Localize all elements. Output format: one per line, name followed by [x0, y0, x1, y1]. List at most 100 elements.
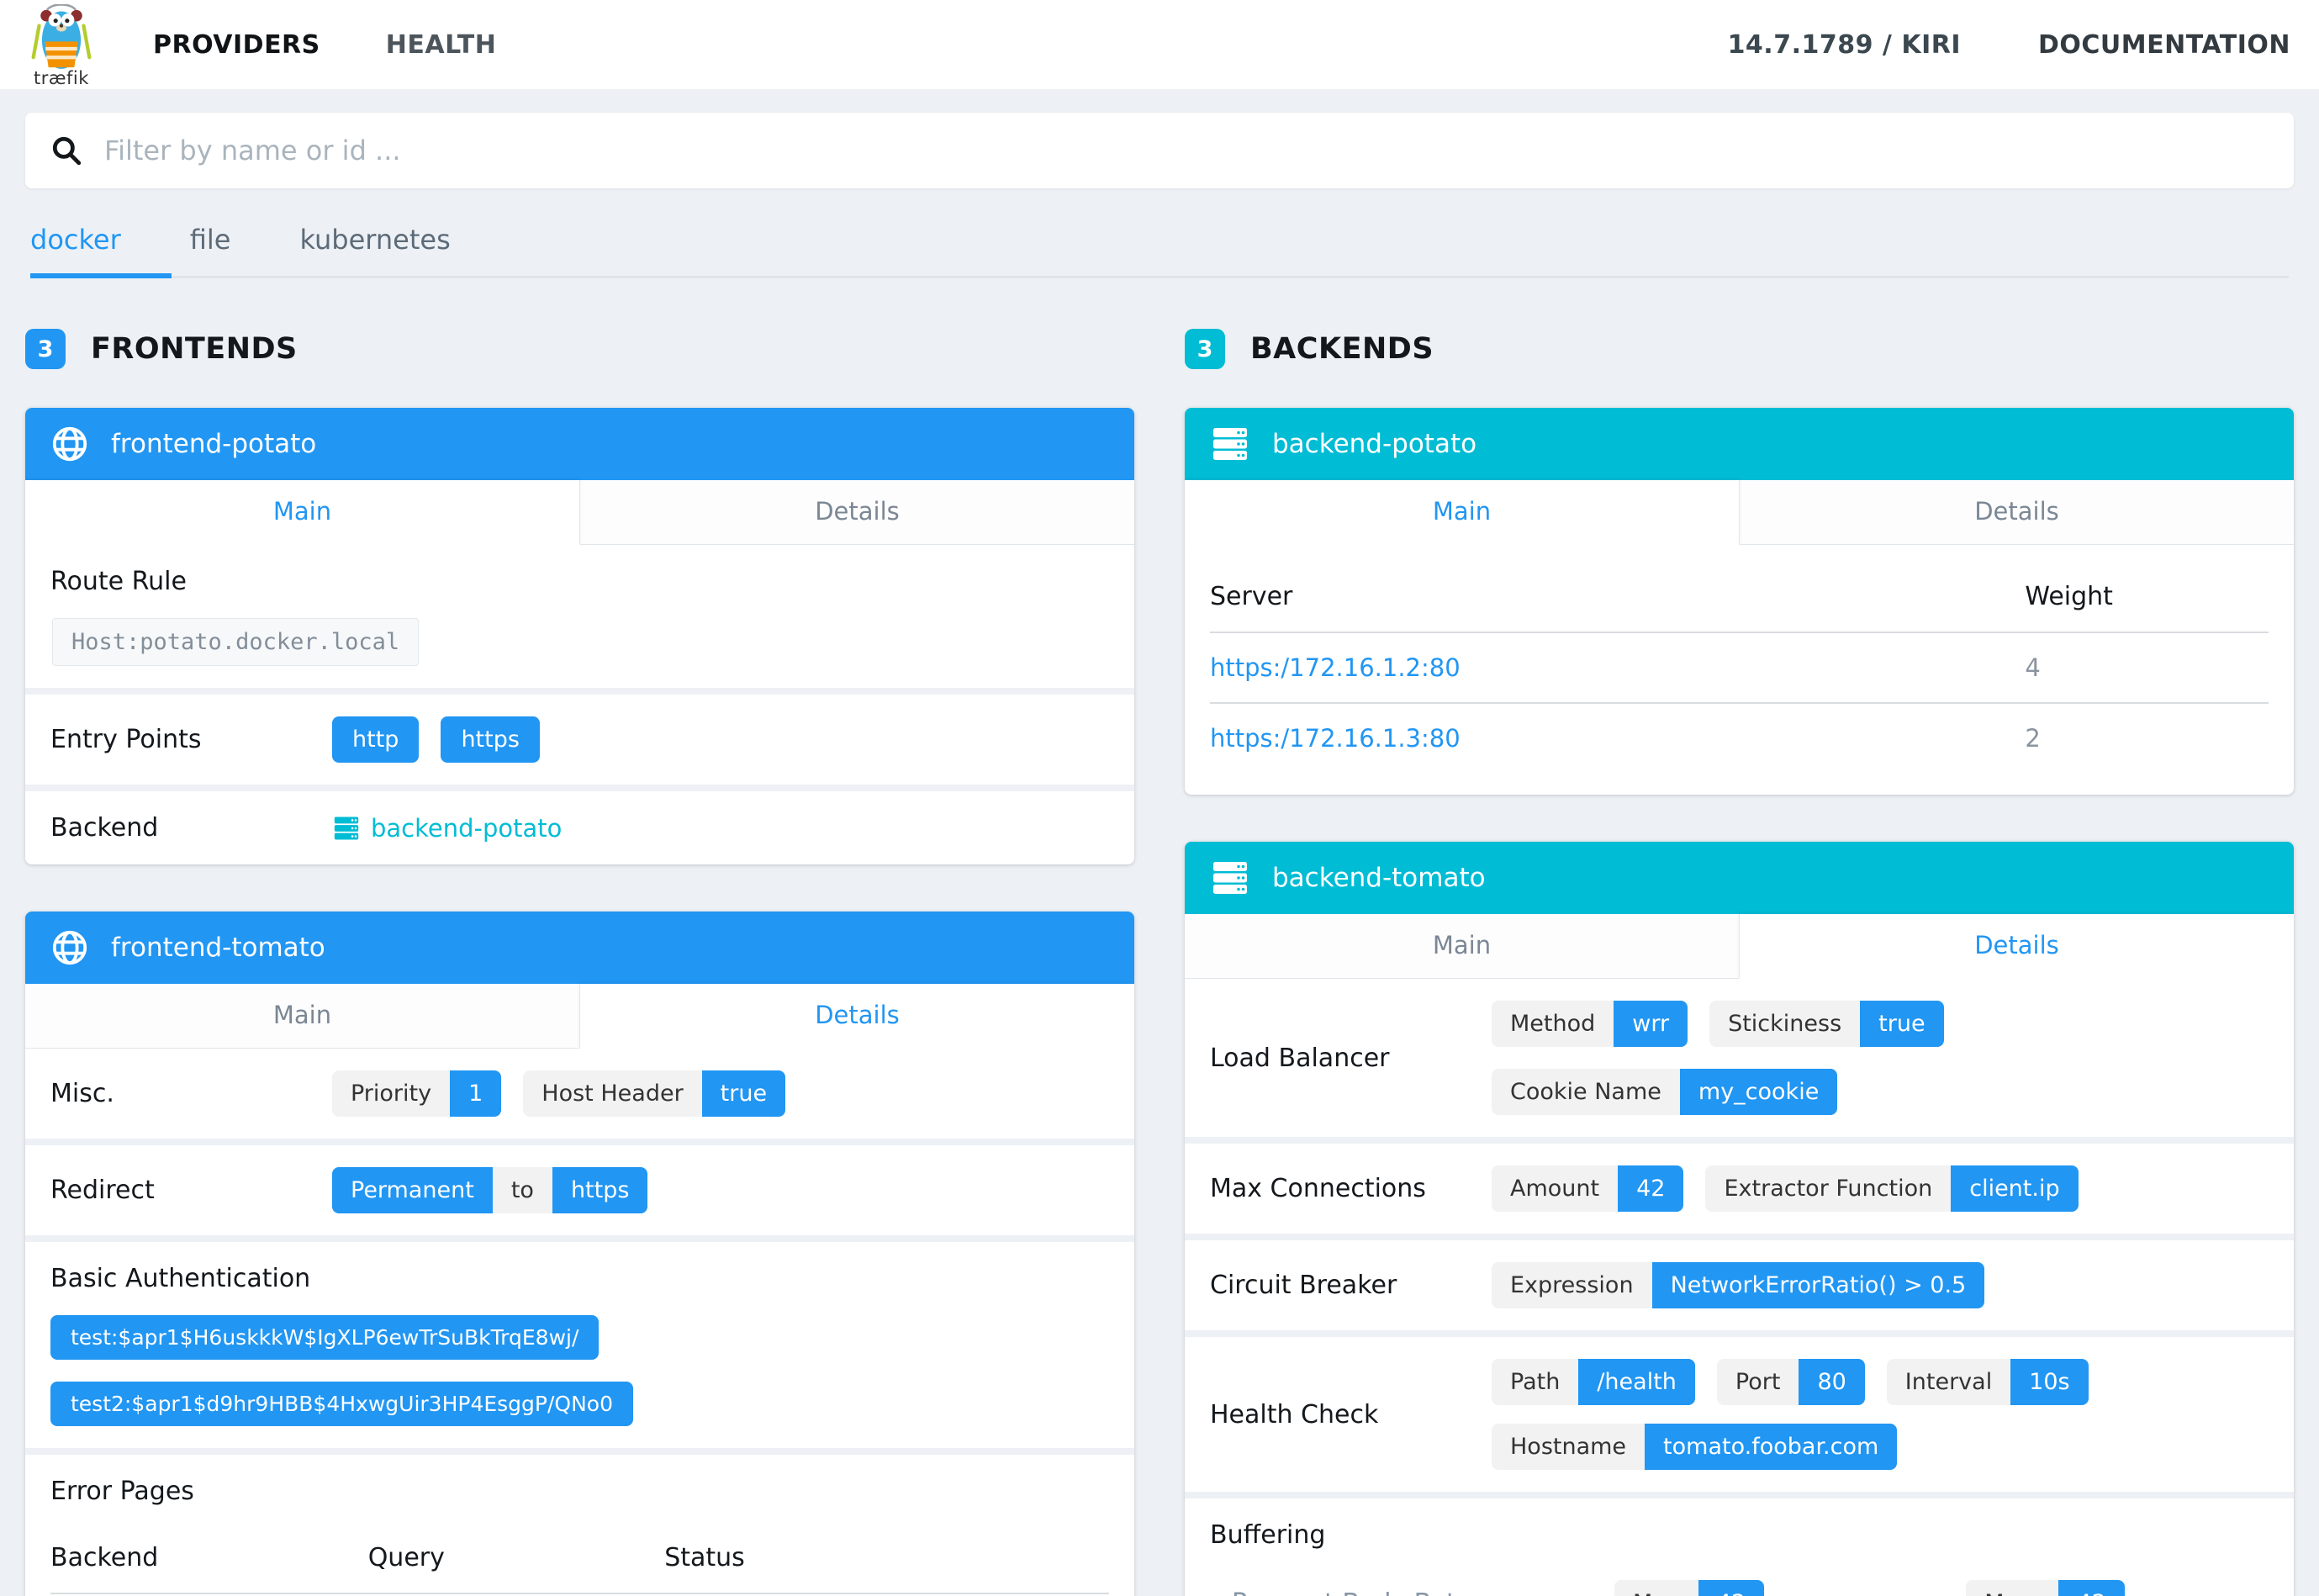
frontend-tomato-tabs: Main Details	[25, 984, 1134, 1049]
max-connections-row: Max Connections Amount 42 Extractor Funct…	[1185, 1137, 2294, 1234]
tab-file[interactable]: file	[189, 224, 231, 256]
server-icon	[1213, 862, 1247, 894]
frontends-count-badge: 3	[25, 329, 66, 369]
entry-points-label: Entry Points	[50, 725, 202, 754]
server-weight: 4	[2025, 632, 2269, 704]
entry-point-chip: https	[441, 716, 540, 763]
health-check-row: Health Check Path/health Port 80 Interval…	[1185, 1330, 2294, 1492]
tab-main[interactable]: Main	[1185, 480, 1740, 545]
col-weight: Weight	[2025, 567, 2269, 633]
misc-label: Misc.	[50, 1079, 114, 1108]
tab-details[interactable]: Details	[1974, 497, 2059, 526]
col-backend: Backend	[50, 1528, 368, 1594]
traefik-wordmark: træfik	[34, 68, 89, 88]
tab-details[interactable]: Details	[815, 497, 900, 526]
tab-details[interactable]: Details	[579, 984, 1134, 1049]
filter-bar	[25, 113, 2294, 188]
server-link[interactable]: https:/172.16.1.3:80	[1210, 724, 1461, 753]
buffering-label: Buffering	[1210, 1520, 1326, 1550]
max-connections-label: Max Connections	[1210, 1174, 1426, 1203]
server-weight: 2	[2025, 724, 2041, 753]
misc-row: Misc. Priority 1 Host Header true	[25, 1049, 1134, 1139]
backend-tomato-tabs: Main Details	[1185, 914, 2294, 979]
error-pages-table: Backend Query Status errorhandler /{stat…	[50, 1528, 1109, 1596]
backends-section: 3 BACKENDS backend-potato Main Details	[1185, 317, 2294, 1596]
traefik-gopher-icon	[31, 4, 92, 69]
cookie-name-chip: Cookie Name my_cookie	[1492, 1069, 1838, 1115]
backends-header: 3 BACKENDS	[1185, 329, 2294, 369]
entry-points-row: Entry Points http https	[25, 688, 1134, 785]
tab-main[interactable]: Main	[1432, 931, 1492, 959]
search-icon	[52, 136, 82, 166]
backend-label: Backend	[50, 813, 159, 843]
circuit-breaker-label: Circuit Breaker	[1210, 1271, 1397, 1300]
basic-auth-label: Basic Authentication	[50, 1264, 311, 1293]
basic-auth-chip: test:$apr1$H6uskkkW$IgXLP6ewTrSuBkTrqE8w…	[50, 1315, 600, 1360]
request-body-bytes-label: Request Body Bytes	[1232, 1588, 1614, 1596]
load-balancer-label: Load Balancer	[1210, 1043, 1390, 1073]
server-link[interactable]: https:/172.16.1.2:80	[1210, 653, 1461, 682]
frontend-tomato-title: frontend-tomato	[111, 933, 325, 963]
hostname-chip: Hostname tomato.foobar.com	[1492, 1424, 1898, 1470]
backend-potato-link[interactable]: backend-potato	[332, 814, 562, 843]
nav-providers-link[interactable]: PROVIDERS	[153, 29, 320, 60]
error-pages-row: Error Pages Backend Query Status errorha…	[25, 1448, 1134, 1596]
frontend-tomato-header: frontend-tomato	[25, 912, 1134, 984]
path-chip: Path/health	[1492, 1359, 1695, 1405]
card-frontend-potato: frontend-potato Main Details Route Rule …	[25, 408, 1134, 864]
backends-title: BACKENDS	[1250, 332, 1434, 366]
nav-health-link[interactable]: HEALTH	[385, 29, 497, 60]
main-content: docker file kubernetes 3 FRONTENDS front…	[0, 89, 2319, 1596]
error-query: /{status}.html	[367, 1593, 665, 1596]
backend-potato-header: backend-potato	[1185, 408, 2294, 480]
method-chip: Method wrr	[1492, 1001, 1688, 1047]
basic-auth-chip: test2:$apr1$d9hr9HBB$4HxwgUir3HP4EsggP/Q…	[50, 1382, 633, 1426]
redirect-row: Redirect Permanent to https	[25, 1139, 1134, 1235]
backend-row: Backend backend-potato	[25, 785, 1134, 864]
interval-chip: Interval 10s	[1886, 1359, 2089, 1405]
documentation-link[interactable]: DOCUMENTATION	[2038, 29, 2290, 60]
globe-icon	[52, 426, 87, 462]
route-rule-row: Route Rule Host:potato.docker.local	[25, 545, 1134, 688]
globe-icon	[52, 930, 87, 965]
mem-chip: Mem42	[1966, 1580, 2125, 1596]
servers-table: Server Weight https:/172.16.1.2:80 4 htt…	[1210, 567, 2269, 773]
error-page-row: errorhandler /{status}.html 500 502-504 …	[50, 1593, 1109, 1596]
host-header-chip: Host Header true	[523, 1070, 786, 1117]
card-backend-potato: backend-potato Main Details Server Weigh…	[1185, 408, 2294, 795]
frontends-header: 3 FRONTENDS	[25, 329, 1134, 369]
request-body-bytes-row: Request Body Bytes Max42 Mem42	[1210, 1558, 2269, 1596]
server-icon	[1213, 428, 1247, 460]
tab-kubernetes[interactable]: kubernetes	[299, 224, 451, 256]
entry-point-chip: http	[332, 716, 420, 763]
tab-docker[interactable]: docker	[30, 224, 172, 278]
backend-potato-title: backend-potato	[1272, 429, 1477, 459]
frontend-potato-header: frontend-potato	[25, 408, 1134, 480]
server-row: https:/172.16.1.3:80 2	[1210, 703, 2269, 773]
circuit-breaker-row: Circuit Breaker Expression NetworkErrorRa…	[1185, 1234, 2294, 1330]
redirect-chip: Permanent to https	[332, 1167, 648, 1213]
frontend-potato-tabs: Main Details	[25, 480, 1134, 545]
tab-details[interactable]: Details	[1739, 914, 2294, 979]
traefik-logo[interactable]: træfik	[29, 4, 94, 88]
expression-chip: Expression NetworkErrorRatio() > 0.5	[1492, 1262, 1985, 1308]
tab-main[interactable]: Main	[25, 480, 580, 545]
card-backend-tomato: backend-tomato Main Details Load Balance…	[1185, 842, 2294, 1596]
health-check-label: Health Check	[1210, 1399, 1379, 1430]
server-row: https:/172.16.1.2:80 4	[1210, 632, 2269, 704]
buffering-row: Buffering Request Body Bytes Max42 Mem42…	[1185, 1492, 2294, 1596]
backend-tomato-title: backend-tomato	[1272, 863, 1486, 893]
error-pages-label: Error Pages	[50, 1477, 194, 1506]
extractor-function-chip: Extractor Function client.ip	[1705, 1165, 2079, 1212]
backend-potato-tabs: Main Details	[1185, 480, 2294, 545]
error-backend: errorhandler	[50, 1593, 368, 1596]
filter-input[interactable]	[104, 135, 2269, 166]
frontend-potato-title: frontend-potato	[111, 429, 317, 459]
route-rule-label: Route Rule	[50, 567, 187, 596]
tab-main[interactable]: Main	[272, 1001, 332, 1029]
server-icon	[334, 816, 359, 839]
load-balancer-row: Load Balancer Method wrr Stickiness true C…	[1185, 979, 2294, 1137]
max-chip: Max42	[1614, 1580, 1765, 1596]
priority-chip: Priority 1	[332, 1070, 502, 1117]
navbar: træfik PROVIDERS HEALTH 14.7.1789 / KIRI…	[0, 0, 2319, 89]
